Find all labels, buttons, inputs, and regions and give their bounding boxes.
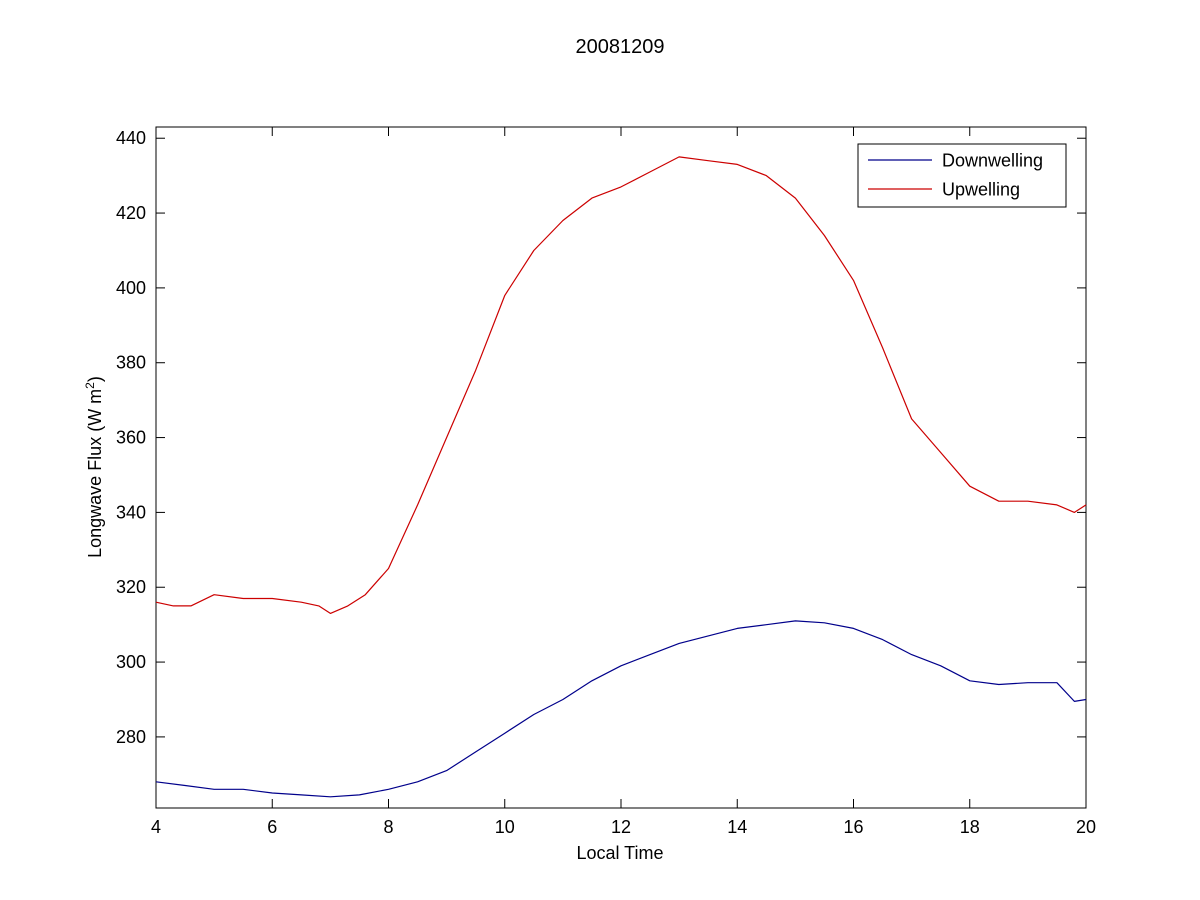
- y-axis-label: Longwave Flux (W m2): [83, 376, 105, 558]
- legend-box: [857, 143, 1067, 208]
- x-tick-label: 8: [383, 817, 393, 837]
- y-tick-label: 380: [116, 353, 146, 373]
- series-line-downwelling: [155, 620, 1087, 798]
- y-tick-label: 360: [116, 428, 146, 448]
- legend: Downwelling Upwelling: [857, 143, 1067, 208]
- tick-group: 4 6 8 10 12 14 16 18 20 280 300 320 340 360 380 400 420 4…: [116, 127, 1096, 837]
- y-tick-label: 280: [116, 727, 146, 747]
- series-group: [155, 156, 1087, 798]
- y-tick-label: 440: [116, 128, 146, 148]
- x-axis-label: Local Time: [576, 843, 663, 863]
- x-tick-label: 12: [611, 817, 631, 837]
- x-tick-label: 18: [960, 817, 980, 837]
- y-tick-label: 420: [116, 203, 146, 223]
- x-tick-label: 4: [151, 817, 161, 837]
- x-tick-label: 16: [843, 817, 863, 837]
- series-line-upwelling: [155, 156, 1087, 615]
- legend-label-downwelling: Downwelling: [942, 151, 1043, 171]
- y-tick-label: 340: [116, 502, 146, 522]
- x-tick-label: 6: [267, 817, 277, 837]
- y-axis-label-superscript: 2: [83, 382, 97, 389]
- legend-label-upwelling: Upwelling: [942, 180, 1020, 200]
- y-tick-label: 300: [116, 652, 146, 672]
- plot-area: [155, 126, 1087, 809]
- x-tick-label: 14: [727, 817, 747, 837]
- y-tick-label: 400: [116, 278, 146, 298]
- x-tick-label: 10: [495, 817, 515, 837]
- y-axis-label-end: ): [85, 376, 105, 382]
- y-axis-label-main: Longwave Flux (W m: [85, 389, 105, 558]
- y-tick-label: 320: [116, 577, 146, 597]
- chart-title: 20081209: [576, 36, 665, 58]
- x-tick-label: 20: [1076, 817, 1096, 837]
